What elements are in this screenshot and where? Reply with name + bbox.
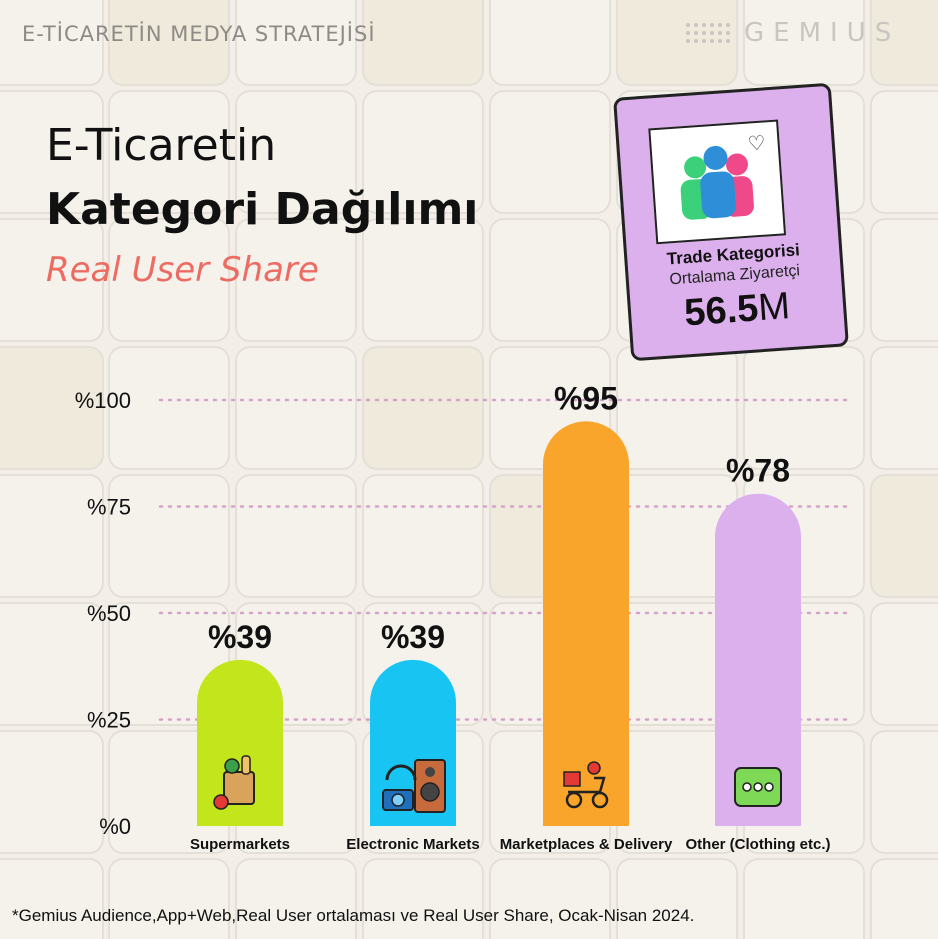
bar: [543, 421, 629, 826]
brand-dots-icon: [686, 23, 730, 43]
data-label: %39: [381, 619, 445, 655]
data-label: %78: [726, 453, 790, 489]
y-tick-label: %75: [87, 495, 131, 520]
delivery-scooter-icon: [563, 761, 609, 809]
category-label: Electronic Markets: [346, 836, 479, 853]
footnote: *Gemius Audience,App+Web,Real User ortal…: [12, 906, 695, 925]
title-line-2: Kategori Dağılımı: [46, 184, 479, 235]
data-label: %39: [208, 619, 272, 655]
brand-name: GEMIUS: [744, 18, 901, 48]
summary-card: ♡ Trade Kategorisi Ortalama Ziyaretçi 56…: [613, 82, 849, 362]
data-label: %95: [554, 380, 618, 416]
bar: [715, 493, 801, 826]
subtitle: Real User Share: [46, 250, 319, 290]
top-section-title: E-TİCARETİN MEDYA STRATEJİSİ: [22, 22, 376, 46]
y-tick-label: %25: [87, 708, 131, 733]
bar: [197, 659, 283, 826]
category-label: Marketplaces & Delivery: [500, 836, 673, 853]
card-image-frame: ♡: [648, 119, 787, 245]
more-dots-icon: [734, 767, 782, 807]
title-line-1: E-Ticaretin: [46, 120, 277, 171]
y-tick-label: %100: [75, 388, 131, 413]
category-label: Other (Clothing etc.): [686, 836, 831, 853]
users-group-icon: [680, 145, 754, 220]
category-label: Supermarkets: [190, 836, 290, 853]
grocery-bag-icon: [213, 755, 255, 810]
brand-logo: GEMIUS: [686, 18, 900, 48]
electronics-icon: [382, 759, 446, 813]
y-tick-label: %50: [87, 601, 131, 626]
y-tick-label: %0: [99, 814, 131, 839]
